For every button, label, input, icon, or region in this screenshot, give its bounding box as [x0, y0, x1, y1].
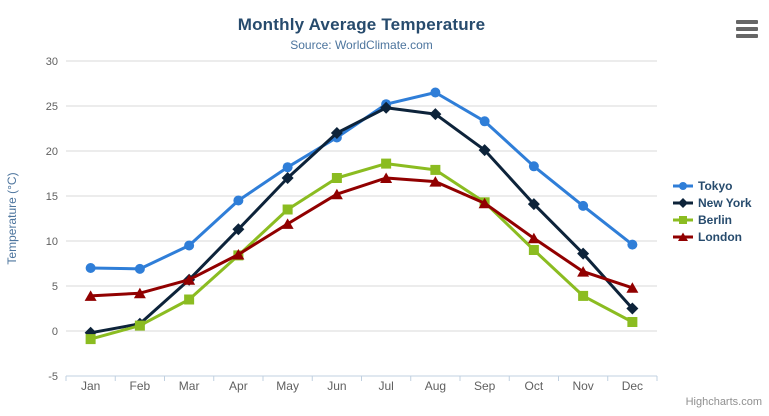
series-marker-berlin[interactable]: [184, 294, 195, 305]
x-axis-label: Jul: [378, 379, 393, 393]
series-marker-london[interactable]: [183, 274, 196, 285]
square-marker-icon: [673, 215, 693, 224]
series-marker-tokyo[interactable]: [479, 116, 490, 127]
y-axis-label: 10: [46, 236, 58, 248]
series-line-berlin: [89, 162, 634, 341]
series-marker-new-york[interactable]: [577, 247, 590, 260]
series-marker-new-york[interactable]: [429, 108, 442, 121]
series-marker-london[interactable]: [478, 197, 491, 209]
legend-item-berlin[interactable]: Berlin: [673, 211, 752, 228]
y-axis-label: 5: [52, 281, 58, 293]
y-axis-label: 0: [52, 326, 58, 338]
y-axis-label: 25: [46, 101, 58, 113]
hamburger-menu-icon: [736, 27, 758, 31]
series-marker-berlin[interactable]: [578, 290, 589, 301]
x-axis-label: May: [276, 379, 299, 393]
series-marker-berlin[interactable]: [134, 320, 145, 331]
series-marker-tokyo[interactable]: [233, 195, 244, 206]
series-marker-london[interactable]: [281, 218, 294, 229]
series-marker-london[interactable]: [429, 176, 442, 187]
series-line-new-york: [89, 106, 634, 335]
triangle-marker-icon[interactable]: [678, 232, 688, 241]
series-marker-new-york[interactable]: [527, 198, 540, 211]
x-axis-label: Nov: [572, 379, 593, 393]
hamburger-menu-icon: [736, 20, 758, 24]
series-marker-london[interactable]: [577, 266, 590, 277]
y-axis-title: Temperature (°C): [5, 172, 19, 264]
x-axis-label: Mar: [179, 379, 200, 393]
hamburger-menu-icon: [736, 34, 758, 38]
series-marker-tokyo[interactable]: [85, 263, 96, 273]
chart-title: Monthly Average Temperature: [237, 15, 486, 34]
chart-subtitle: Source: WorldClimate.com: [290, 38, 433, 52]
series-marker-new-york[interactable]: [232, 223, 245, 236]
series-marker-new-york[interactable]: [281, 172, 294, 184]
series-marker-tokyo[interactable]: [430, 87, 441, 98]
series-marker-new-york[interactable]: [478, 144, 491, 157]
series-marker-new-york[interactable]: [626, 302, 639, 315]
x-axis-label: Oct: [525, 379, 544, 393]
legend-label: Tokyo: [698, 178, 733, 193]
series-marker-london[interactable]: [527, 232, 540, 244]
series-marker-london[interactable]: [84, 290, 97, 301]
square-marker-icon[interactable]: [679, 215, 687, 224]
x-axis-label: Feb: [130, 379, 151, 393]
series-marker-london[interactable]: [133, 287, 146, 299]
legend-label: London: [698, 229, 742, 244]
series-marker-london[interactable]: [232, 249, 245, 260]
y-axis-label: 30: [46, 56, 58, 68]
series-marker-tokyo[interactable]: [282, 162, 293, 173]
x-axis-label: Jun: [327, 379, 346, 393]
series-marker-berlin[interactable]: [331, 173, 342, 183]
series-marker-berlin[interactable]: [381, 158, 392, 169]
series-marker-tokyo[interactable]: [627, 239, 638, 250]
y-axis-label: -5: [48, 371, 58, 383]
legend-item-new-york[interactable]: New York: [673, 194, 752, 211]
y-axis-label: 15: [46, 191, 58, 203]
x-axis-label: Apr: [229, 379, 248, 393]
series-marker-berlin[interactable]: [430, 164, 441, 175]
series-marker-new-york[interactable]: [330, 127, 343, 139]
series-marker-new-york[interactable]: [380, 101, 393, 114]
x-axis-label: Aug: [425, 379, 446, 393]
series-marker-tokyo[interactable]: [184, 240, 195, 251]
legend-item-london[interactable]: London: [673, 228, 752, 245]
series-marker-tokyo[interactable]: [578, 200, 589, 211]
chart-context-menu-button[interactable]: [735, 20, 759, 38]
series-marker-berlin[interactable]: [85, 334, 96, 345]
y-axis-label: 20: [46, 146, 58, 158]
circle-marker-icon: [673, 181, 693, 190]
legend-label: New York: [698, 195, 752, 210]
series-marker-berlin[interactable]: [627, 317, 638, 327]
diamond-marker-icon[interactable]: [678, 197, 688, 208]
series-marker-london[interactable]: [380, 172, 393, 184]
diamond-marker-icon: [673, 197, 693, 208]
series-marker-london[interactable]: [626, 282, 639, 293]
circle-marker-icon[interactable]: [679, 181, 687, 190]
series-marker-berlin[interactable]: [282, 204, 293, 215]
x-axis-label: Dec: [622, 379, 643, 393]
legend: Tokyo New York Berlin London: [673, 177, 752, 245]
x-axis-label: Jan: [81, 379, 100, 393]
series-marker-tokyo[interactable]: [528, 161, 539, 172]
highcharts-credits-link[interactable]: Highcharts.com: [685, 396, 762, 408]
series-marker-tokyo[interactable]: [134, 263, 145, 274]
series-marker-london[interactable]: [330, 188, 343, 200]
legend-item-tokyo[interactable]: Tokyo: [673, 177, 752, 194]
series-line-london: [89, 176, 634, 298]
series-marker-berlin[interactable]: [528, 245, 539, 255]
legend-label: Berlin: [698, 212, 733, 227]
x-axis-label: Sep: [474, 379, 496, 393]
triangle-marker-icon: [673, 232, 693, 241]
